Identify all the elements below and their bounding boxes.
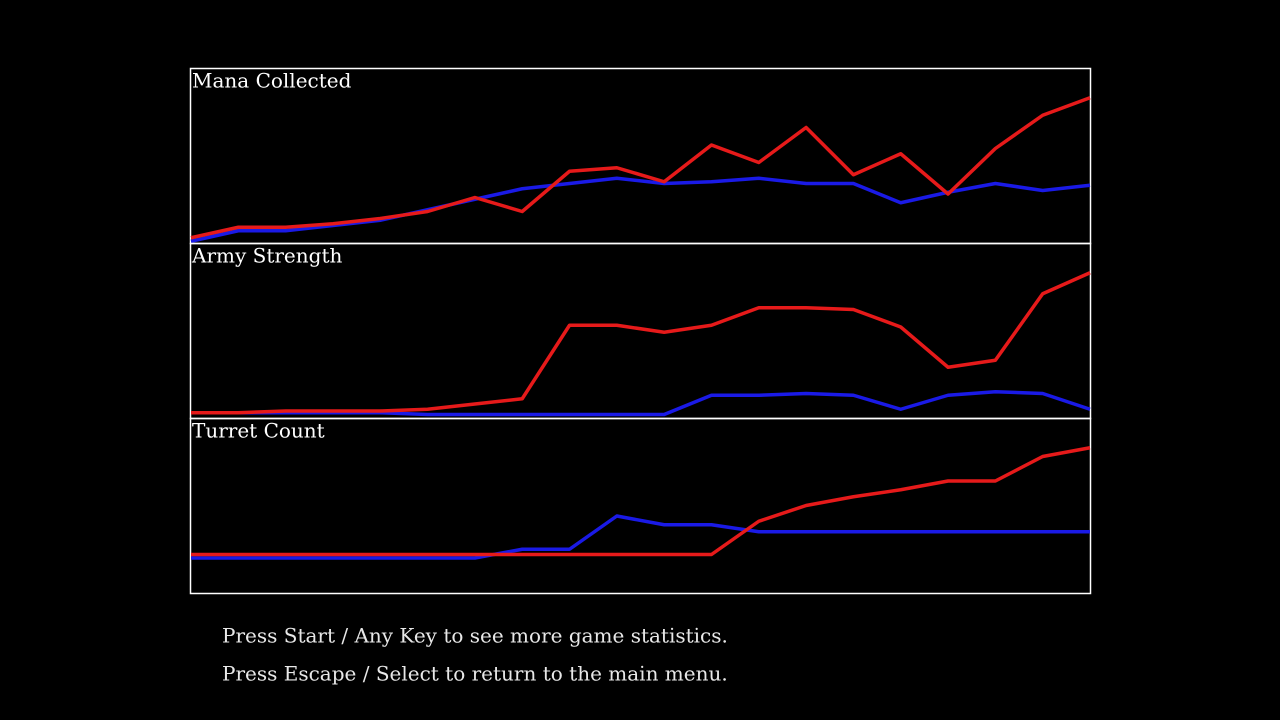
data-line [191, 514, 1090, 560]
data-line [191, 446, 1091, 557]
data-line [190, 96, 1091, 240]
data-line [191, 271, 1091, 415]
footer-line: Press Start / Any Key to see more game s… [222, 624, 728, 648]
panel-title: Turret Count [192, 419, 325, 443]
footer-line: Press Escape / Select to return to the m… [222, 662, 728, 686]
panel-frame [189, 417, 1092, 595]
panel-title: Mana Collected [192, 69, 352, 93]
panel-title: Army Strength [191, 244, 342, 268]
